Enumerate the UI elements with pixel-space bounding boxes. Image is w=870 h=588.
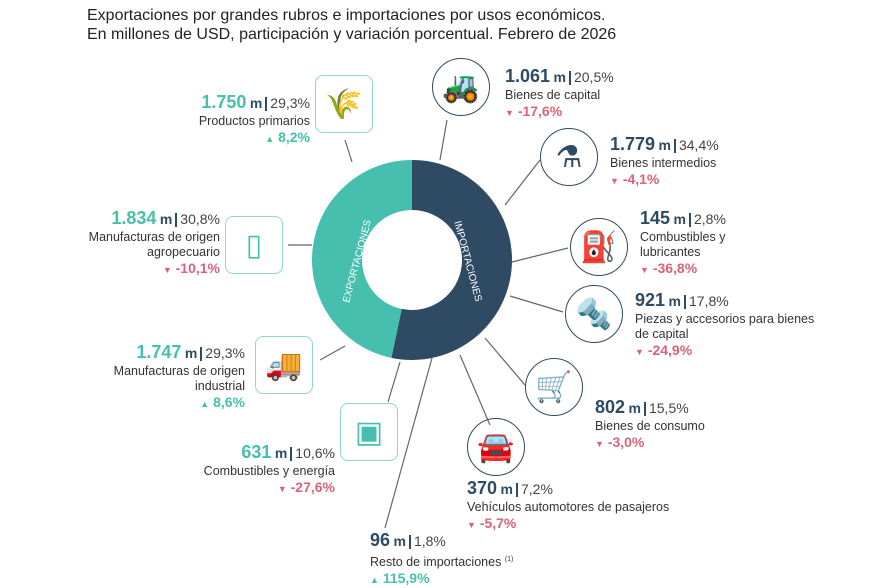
title: Exportaciones por grandes rubros e impor… [87,6,616,44]
change: ▼ -5,7% [467,515,517,531]
title-line1: Exportaciones por grandes rubros e impor… [87,7,606,24]
change: ▼ -24,9% [635,342,693,358]
arrow-up-icon: ▲ [200,399,210,409]
share: 10,6% [295,445,335,461]
fuel-can-icon: ⛽ [570,218,628,276]
footnote: (1) [504,556,514,563]
imports-item: 921 m 17,8% Piezas y accesorios para bien… [635,290,815,360]
share: 1,8% [413,533,446,549]
category-name: Productos primarios [198,114,310,128]
title-line2: En millones de USD, participación y vari… [87,26,617,43]
category-name: Manufacturas de origen industrial [113,364,245,393]
arrow-down-icon: ▼ [277,484,287,494]
arrow-down-icon: ▼ [162,265,172,275]
exports-segment [311,160,412,358]
unit: m [668,293,681,309]
exports-item: 1.834 m 30,8% Manufacturas de origen agro… [80,208,220,278]
unit: m [500,481,513,497]
category-name: Bienes de capital [505,88,601,102]
connector-lines [288,119,569,529]
share: 34,4% [678,137,719,153]
change: ▼ -27,6% [277,479,335,495]
value: 370 [467,478,498,498]
change: ▲ 115,9% [370,570,430,587]
arrow-up-icon: ▲ [370,575,379,586]
change: ▼ -4,1% [610,171,660,187]
exports-item: 1.747 m 29,3% Manufacturas de origen indu… [100,342,245,412]
imports-item: 145 m 2,8% Combustibles y lubricantes ▼ -… [640,208,780,278]
unit: m [393,533,406,549]
imports-item: 370 m 7,2% Vehículos automotores de pasaj… [467,478,717,533]
oil-barrel-icon: ▣ [340,403,398,461]
change: ▼ -3,0% [595,434,645,450]
category-name: Resto de importaciones (1) [370,555,514,570]
imports-item: 1.061 m 20,5% Bienes de capital ▼ -17,6% [505,66,645,121]
exports-item: 631 m 10,6% Combustibles y energía ▼ -27,… [165,442,335,497]
change: ▲ 8,2% [265,129,310,145]
category-name: Combustibles y energía [203,464,335,478]
car-icon: 🚘 [467,418,525,476]
imports-segment [391,160,512,360]
exports-item: 1.750 m 29,3% Productos primarios ▲ 8,2% [170,92,310,147]
change: ▼ -36,8% [640,260,698,276]
category-name: Vehículos automotores de pasajeros [467,500,670,514]
share: 17,8% [688,293,729,309]
category-name: Bienes intermedios [610,156,717,170]
category-name: Piezas y accesorios para bienes de capit… [635,312,815,341]
value: 145 [640,208,671,228]
share: 20,5% [573,69,614,85]
value: 96 [370,530,391,550]
unit: m [658,137,671,153]
unit: m [553,69,566,85]
arrow-down-icon: ▼ [640,265,649,275]
arrow-down-icon: ▼ [635,347,644,357]
bottle-icon: ▯ [225,216,283,274]
category-name: Bienes de consumo [595,419,705,433]
flask-icon: ⚗ [540,128,598,186]
share: 2,8% [693,211,726,227]
unit: m [184,345,198,361]
unit: m [249,95,263,111]
category-name: Manufacturas de origen agropecuario [88,230,220,259]
share: 30,8% [180,211,220,227]
share: 15,5% [648,400,689,416]
unit: m [274,445,288,461]
imports-item: 1.779 m 34,4% Bienes intermedios ▼ -4,1% [610,134,750,189]
change: ▼ -17,6% [505,103,563,119]
wheat-icon: 🌾 [315,75,373,133]
share: 7,2% [520,481,553,497]
imports-item: 802 m 15,5% Bienes de consumo ▼ -3,0% [595,397,735,452]
value: 921 [635,290,666,310]
value: 1.779 [610,134,656,154]
value: 802 [595,397,626,417]
arrow-down-icon: ▼ [505,108,514,118]
truck-icon: 🚚 [255,336,313,394]
change: ▲ 8,6% [200,394,245,410]
imports-item: 96 m 1,8% Resto de importaciones (1) ▲ 11… [370,530,540,588]
arrow-down-icon: ▼ [467,520,476,530]
value: 1.834 [111,208,157,228]
value: 1.750 [201,92,247,112]
category-name: Combustibles y lubricantes [640,230,726,259]
unit: m [159,211,173,227]
arrow-down-icon: ▼ [610,176,619,186]
value: 631 [241,442,272,462]
share: 29,3% [205,345,245,361]
value: 1.747 [136,342,182,362]
arrow-up-icon: ▲ [265,134,275,144]
unit: m [628,400,641,416]
tractor-icon: 🚜 [432,58,490,116]
share: 29,3% [270,95,310,111]
unit: m [673,211,686,227]
screw-icon: 🔩 [565,285,623,343]
value: 1.061 [505,66,551,86]
cart-icon: 🛒 [525,358,583,416]
change: ▼ -10,1% [162,260,220,276]
arrow-down-icon: ▼ [595,439,604,449]
